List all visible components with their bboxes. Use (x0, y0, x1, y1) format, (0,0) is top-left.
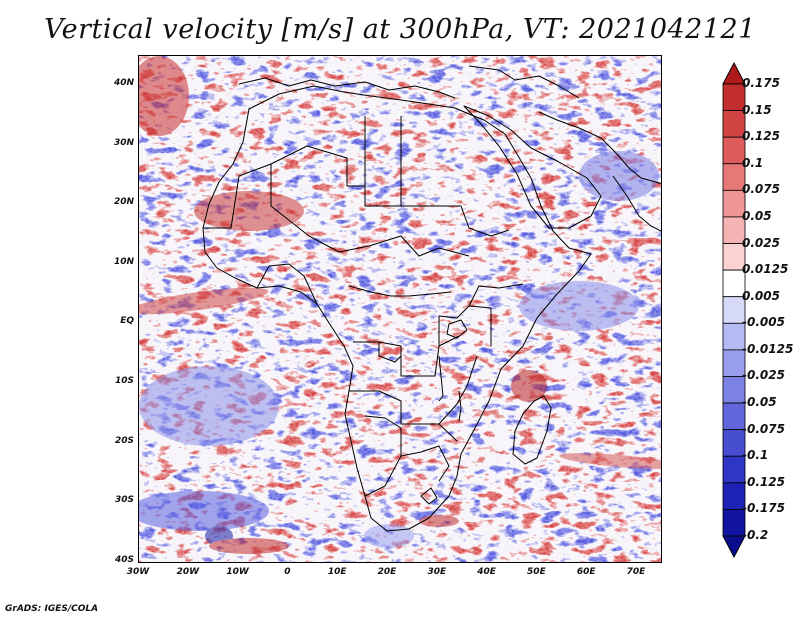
colorbar-tick-label: -0.05 (742, 395, 777, 410)
mediterranean-north (238, 77, 456, 99)
colorbar-tick-label: -0.1 (742, 448, 769, 463)
border-11 (364, 415, 402, 497)
border-14 (468, 283, 524, 346)
colorbar-tick-label: 0.075 (742, 182, 780, 197)
lon-tick-label: 10W (226, 567, 249, 577)
lon-tick-label: 40E (477, 567, 496, 577)
persian-gulf (538, 111, 661, 184)
colorbar-min-arrow (722, 535, 746, 558)
map-panel (138, 55, 662, 563)
colorbar-tick-label: -0.005 (742, 315, 785, 330)
grads-credit: GrADS: IGES/COLA (5, 604, 99, 614)
colorbar-tick-label: -0.025 (742, 368, 785, 383)
border-1 (203, 163, 310, 237)
lon-tick-label: 20W (176, 567, 200, 577)
colorbar-tick-label: -0.175 (742, 501, 785, 516)
colorbar-tick-label: -0.0125 (742, 341, 794, 356)
border-6 (256, 263, 318, 305)
colorbar-tick-label: 0.15 (742, 102, 772, 117)
border-13 (438, 305, 492, 346)
lat-tick-label: EQ (120, 316, 134, 327)
border-9 (378, 342, 402, 363)
lon-tick-label: 50E (527, 567, 546, 577)
colorbar-tick-label: 0.05 (742, 208, 772, 223)
lake-victoria (446, 319, 468, 339)
lake-tanganyika (438, 355, 444, 402)
border-10 (349, 390, 458, 442)
lon-tick-label: 60E (576, 567, 596, 577)
arabian-peninsula (463, 105, 602, 229)
lat-tick-label: 30N (113, 137, 134, 148)
lon-tick-label: 30W (126, 567, 150, 577)
black-caspian (468, 65, 580, 99)
colorbar-tick-label: 0.1 (742, 155, 764, 170)
colorbar-tick-label: -0.125 (742, 474, 785, 489)
velocity-highlights (139, 56, 661, 554)
lat-tick-label: 40S (114, 554, 134, 565)
lat-tick-label: 20N (113, 197, 134, 208)
lon-tick-label: 70E (626, 567, 646, 577)
colorbar (722, 62, 746, 558)
lat-tick-label: 10S (114, 376, 134, 386)
lon-tick-label: 0 (284, 567, 291, 577)
colorbar-tick-label: -0.2 (742, 528, 769, 542)
lat-tick-label: 30S (114, 495, 134, 506)
lon-tick-label: 10E (327, 567, 347, 577)
border-7 (348, 285, 452, 297)
colorbar-tick-label: 0.005 (742, 288, 780, 303)
lat-tick-label: 20S (114, 435, 134, 446)
colorbar-tick-label: 0.0125 (742, 262, 789, 277)
border-15 (438, 355, 478, 425)
vertical-velocity-map (139, 56, 661, 562)
madagascar-coastline (512, 395, 552, 465)
lon-tick-label: 30E (427, 567, 447, 577)
colorbar-tick-label: -0.075 (742, 421, 785, 436)
border-3 (364, 116, 439, 207)
border-12 (400, 445, 450, 482)
lake-malawi (458, 390, 462, 422)
country-boundaries (202, 65, 661, 532)
border-2 (270, 145, 401, 207)
africa-coastline (202, 85, 592, 532)
lon-tick-label: 20E (377, 567, 397, 577)
india-coast (612, 175, 661, 232)
south-africa-inner (420, 487, 438, 505)
colorbar-tick-label: 0.175 (742, 76, 780, 90)
border-4 (439, 205, 510, 237)
border-5 (308, 235, 470, 257)
colorbar-tick-label: 0.125 (742, 129, 780, 144)
colorbar-tick-label: 0.025 (742, 235, 780, 250)
lat-tick-label: 40N (113, 78, 134, 88)
lat-tick-label: 10N (113, 256, 134, 267)
chart-title: Vertical velocity [m/s] at 300hPa, VT: 2… (44, 14, 756, 45)
